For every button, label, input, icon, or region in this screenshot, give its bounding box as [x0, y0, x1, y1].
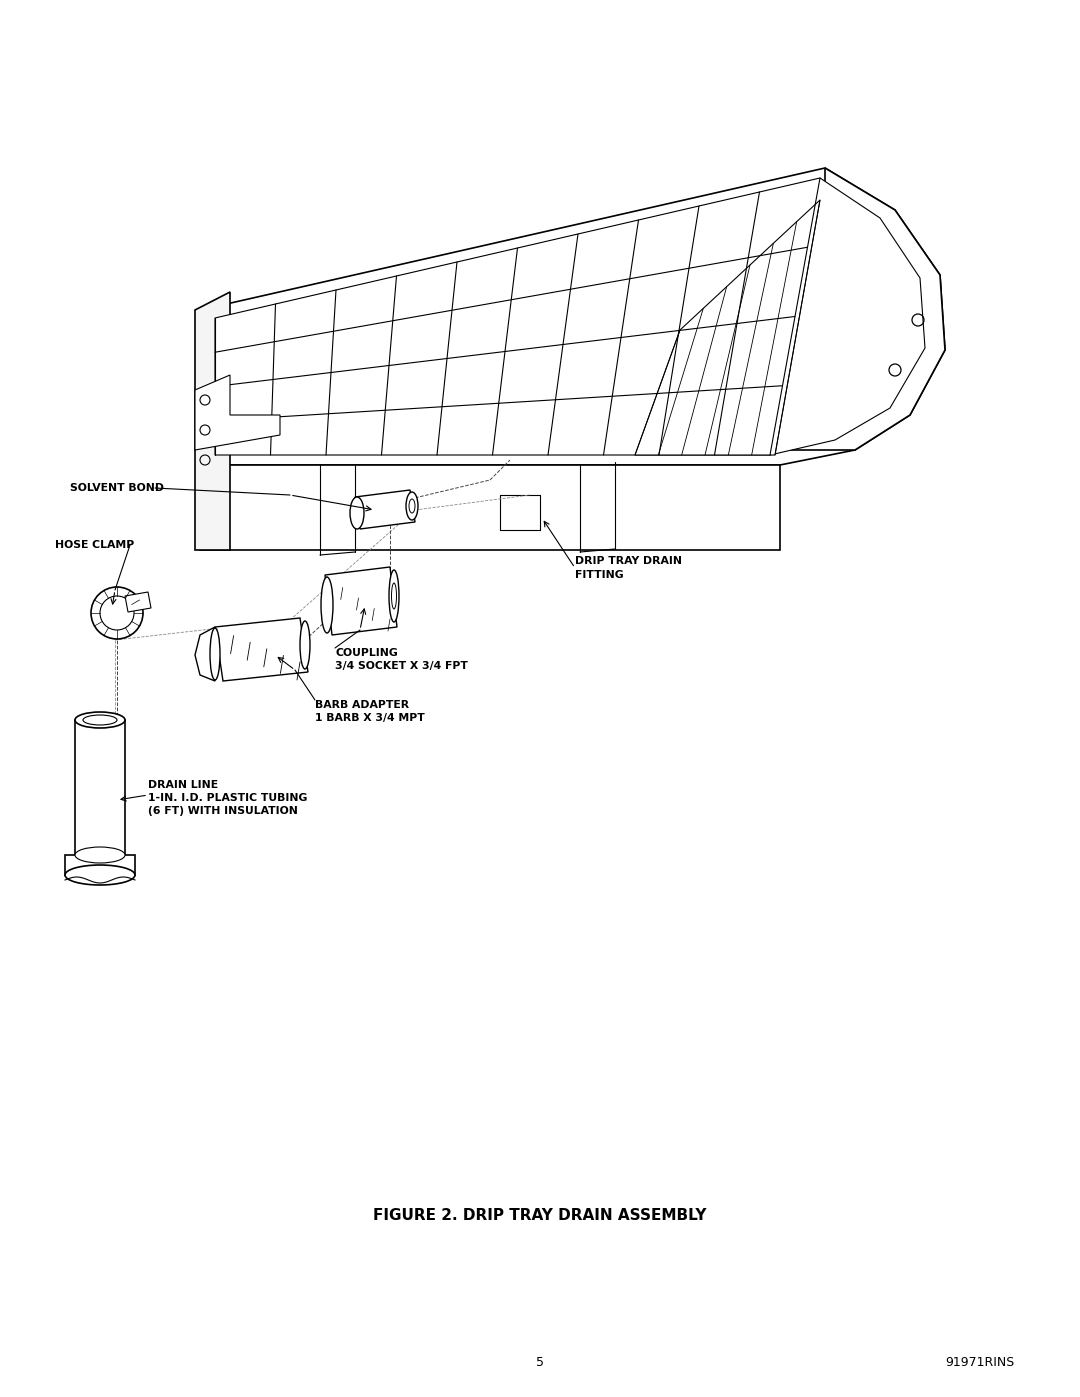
Text: 91971RINS: 91971RINS	[946, 1355, 1015, 1369]
Text: SOLVENT BOND: SOLVENT BOND	[70, 483, 164, 493]
Ellipse shape	[210, 629, 220, 680]
Text: FIGURE 2. DRIP TRAY DRAIN ASSEMBLY: FIGURE 2. DRIP TRAY DRAIN ASSEMBLY	[374, 1207, 706, 1222]
Ellipse shape	[65, 865, 135, 886]
Polygon shape	[635, 200, 820, 455]
Polygon shape	[195, 627, 215, 680]
Ellipse shape	[83, 715, 117, 725]
Text: COUPLING
3/4 SOCKET X 3/4 FPT: COUPLING 3/4 SOCKET X 3/4 FPT	[335, 648, 468, 671]
Ellipse shape	[406, 492, 418, 520]
Ellipse shape	[389, 570, 399, 622]
Polygon shape	[200, 465, 780, 550]
Polygon shape	[125, 592, 151, 612]
Text: DRAIN LINE
1-IN. I.D. PLASTIC TUBING
(6 FT) WITH INSULATION: DRAIN LINE 1-IN. I.D. PLASTIC TUBING (6 …	[148, 780, 308, 816]
Ellipse shape	[409, 499, 415, 513]
Text: 5: 5	[536, 1355, 544, 1369]
Ellipse shape	[321, 577, 333, 633]
Polygon shape	[215, 617, 308, 680]
Polygon shape	[75, 719, 125, 855]
Text: HOSE CLAMP: HOSE CLAMP	[55, 541, 134, 550]
Polygon shape	[195, 292, 230, 550]
Polygon shape	[325, 567, 397, 636]
Text: DRIP TRAY DRAIN
FITTING: DRIP TRAY DRAIN FITTING	[575, 556, 681, 580]
Polygon shape	[215, 177, 924, 455]
Ellipse shape	[100, 597, 134, 630]
Ellipse shape	[350, 497, 364, 529]
Ellipse shape	[391, 583, 396, 609]
Polygon shape	[65, 855, 135, 875]
Polygon shape	[789, 168, 945, 450]
Text: BARB ADAPTER
1 BARB X 3/4 MPT: BARB ADAPTER 1 BARB X 3/4 MPT	[315, 700, 424, 724]
Ellipse shape	[75, 712, 125, 728]
Polygon shape	[355, 490, 415, 529]
Ellipse shape	[300, 622, 310, 669]
Ellipse shape	[75, 847, 125, 863]
Polygon shape	[195, 374, 280, 450]
Polygon shape	[200, 168, 945, 465]
Ellipse shape	[91, 587, 143, 638]
